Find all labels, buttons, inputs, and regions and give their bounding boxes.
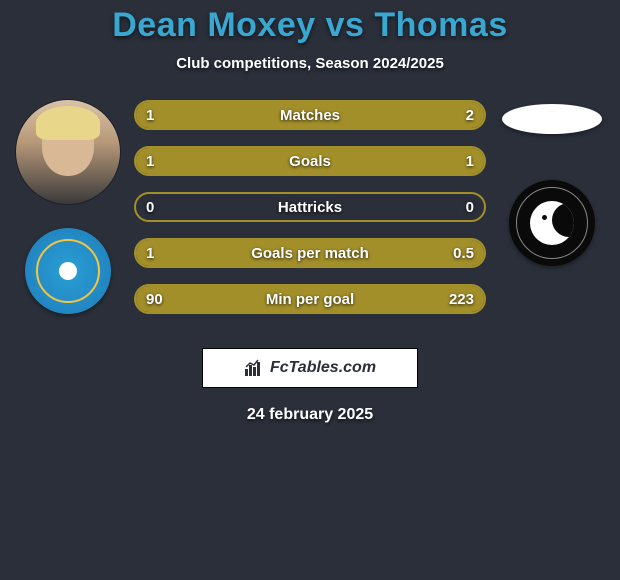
stat-left-value: 1 <box>146 153 154 170</box>
stat-row: 0 Hattricks 0 <box>134 192 486 222</box>
subtitle: Club competitions, Season 2024/2025 <box>0 55 620 72</box>
player-left-avatar <box>16 100 120 204</box>
stat-label: Goals per match <box>251 245 369 262</box>
stat-left-value: 1 <box>146 107 154 124</box>
stats-bars: 1 Matches 2 1 Goals 1 0 Hattricks 0 1 Goals per ma… <box>128 100 492 330</box>
football-icon <box>59 262 77 280</box>
stat-left-value: 1 <box>146 245 154 262</box>
stat-right-value: 223 <box>449 291 474 308</box>
chart-icon <box>244 359 264 377</box>
comparison-content: 1 Matches 2 1 Goals 1 0 Hattricks 0 1 Goals per ma… <box>0 100 620 330</box>
stat-fill-left <box>136 148 310 174</box>
attribution-box: FcTables.com <box>202 348 418 388</box>
date-text: 24 february 2025 <box>0 406 620 424</box>
player-right-avatar <box>502 104 602 134</box>
club-badge-left <box>25 228 111 314</box>
attribution-text: FcTables.com <box>270 359 376 377</box>
stat-label: Hattricks <box>278 199 342 216</box>
stat-label: Goals <box>289 153 331 170</box>
stat-row: 90 Min per goal 223 <box>134 284 486 314</box>
stat-row: 1 Goals per match 0.5 <box>134 238 486 268</box>
stat-right-value: 0 <box>466 199 474 216</box>
stat-fill-right <box>310 148 484 174</box>
stat-label: Min per goal <box>266 291 354 308</box>
page-title: Dean Moxey vs Thomas <box>0 6 620 45</box>
stat-row: 1 Matches 2 <box>134 100 486 130</box>
stat-right-value: 0.5 <box>453 245 474 262</box>
stat-label: Matches <box>280 107 340 124</box>
left-player-col <box>8 100 128 330</box>
stat-row: 1 Goals 1 <box>134 146 486 176</box>
club-badge-right <box>509 180 595 266</box>
stat-left-value: 0 <box>146 199 154 216</box>
right-player-col <box>492 100 612 330</box>
stat-right-value: 1 <box>466 153 474 170</box>
gull-icon <box>530 201 574 245</box>
stat-right-value: 2 <box>466 107 474 124</box>
stat-left-value: 90 <box>146 291 163 308</box>
